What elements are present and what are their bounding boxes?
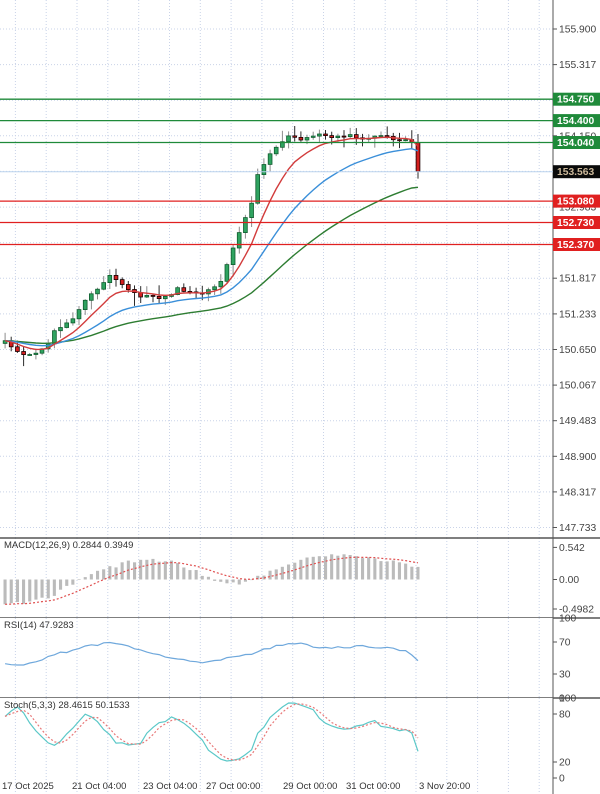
svg-text:0.00: 0.00 xyxy=(559,575,579,586)
svg-text:29 Oct 00:00: 29 Oct 00:00 xyxy=(283,781,337,792)
svg-text:80: 80 xyxy=(559,710,571,721)
svg-text:17 Oct 2025: 17 Oct 2025 xyxy=(2,781,54,792)
svg-text:150.650: 150.650 xyxy=(559,345,596,356)
svg-text:155.900: 155.900 xyxy=(559,25,596,36)
svg-text:153.563: 153.563 xyxy=(557,167,594,178)
svg-text:31 Oct 00:00: 31 Oct 00:00 xyxy=(346,781,400,792)
svg-text:70: 70 xyxy=(559,638,571,649)
svg-text:MACD(12,26,9) 0.2844 0.3949: MACD(12,26,9) 0.2844 0.3949 xyxy=(4,540,133,551)
svg-text:148.317: 148.317 xyxy=(559,487,596,498)
svg-text:152.730: 152.730 xyxy=(557,218,594,229)
svg-text:27 Oct 00:00: 27 Oct 00:00 xyxy=(206,781,260,792)
svg-text:154.750: 154.750 xyxy=(557,95,594,106)
svg-text:100: 100 xyxy=(559,694,576,705)
svg-text:151.817: 151.817 xyxy=(559,274,596,285)
svg-text:152.370: 152.370 xyxy=(557,240,594,251)
svg-text:151.233: 151.233 xyxy=(559,309,596,320)
svg-text:0.542: 0.542 xyxy=(559,543,585,554)
svg-text:30: 30 xyxy=(559,670,571,681)
svg-text:154.400: 154.400 xyxy=(557,116,594,127)
svg-text:0: 0 xyxy=(559,774,565,785)
svg-text:149.483: 149.483 xyxy=(559,416,596,427)
svg-text:153.080: 153.080 xyxy=(557,197,594,208)
svg-text:Stoch(5,3,3) 28.4615 50.1533: Stoch(5,3,3) 28.4615 50.1533 xyxy=(4,700,130,711)
svg-text:148.900: 148.900 xyxy=(559,452,596,463)
svg-text:RSI(14) 47.9283: RSI(14) 47.9283 xyxy=(4,620,74,631)
svg-text:23 Oct 04:00: 23 Oct 04:00 xyxy=(143,781,197,792)
svg-text:100: 100 xyxy=(559,614,576,625)
svg-text:150.067: 150.067 xyxy=(559,381,596,392)
svg-text:21 Oct 04:00: 21 Oct 04:00 xyxy=(72,781,126,792)
svg-text:154.040: 154.040 xyxy=(557,138,594,149)
svg-text:147.733: 147.733 xyxy=(559,523,596,534)
svg-text:155.317: 155.317 xyxy=(559,60,596,71)
svg-text:20: 20 xyxy=(559,758,571,769)
svg-text:3 Nov 20:00: 3 Nov 20:00 xyxy=(419,781,470,792)
